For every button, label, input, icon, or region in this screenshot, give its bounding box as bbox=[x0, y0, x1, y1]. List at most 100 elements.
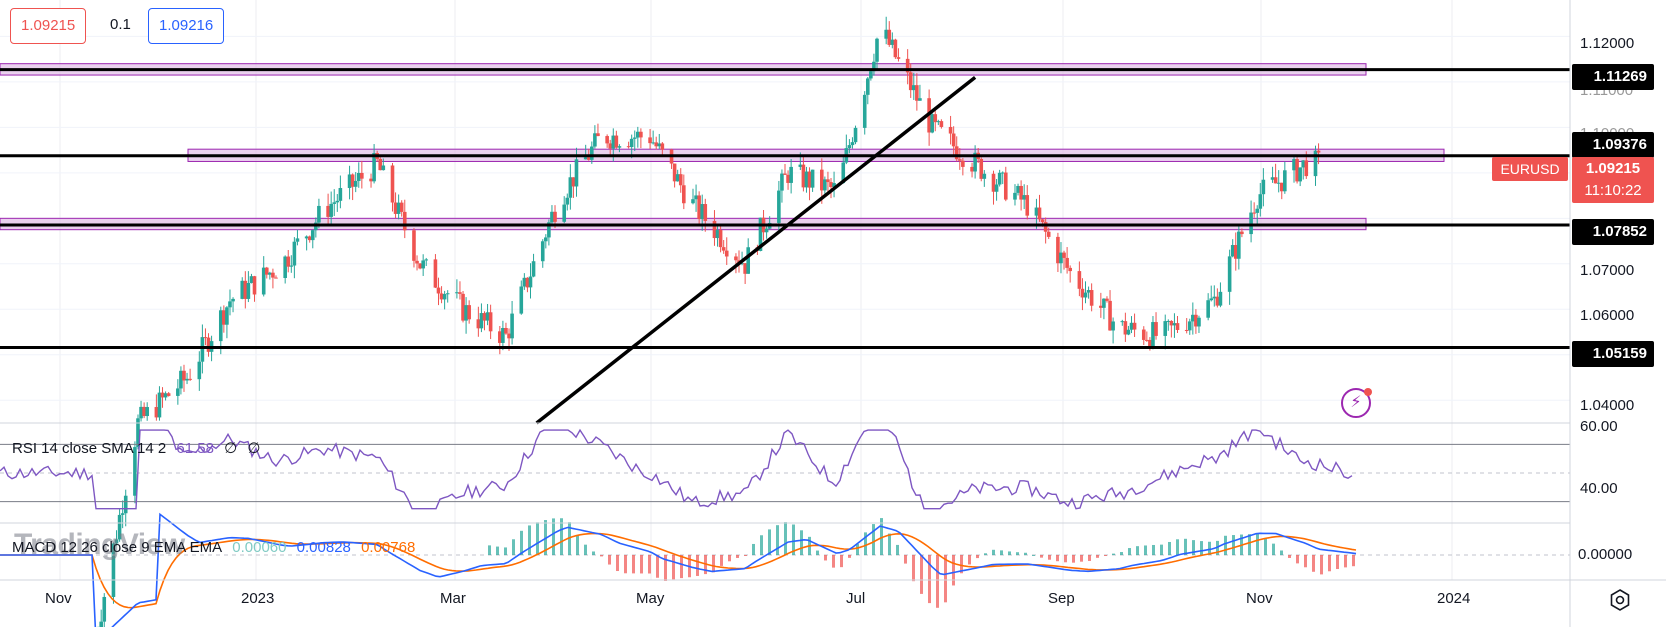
macd-hist-bar-72 bbox=[1064, 555, 1067, 563]
candle-body-275 bbox=[1273, 177, 1278, 184]
candle-body-32 bbox=[228, 301, 232, 308]
candle-body-157 bbox=[764, 228, 769, 233]
candle-body-203 bbox=[961, 160, 965, 167]
bid-box[interactable]: 1.09215 bbox=[10, 8, 87, 44]
ask-box[interactable]: 1.09216 bbox=[148, 8, 225, 44]
candle-body-196 bbox=[933, 114, 938, 123]
candle-body-139 bbox=[691, 199, 695, 204]
macd-hist-bar-67 bbox=[1024, 552, 1027, 555]
candle-body-16 bbox=[160, 392, 165, 398]
candle-body-31 bbox=[225, 307, 229, 325]
macd-hist-bar-48 bbox=[872, 524, 875, 555]
candle-body-53 bbox=[317, 205, 321, 223]
time-label-2023: 2023 bbox=[241, 590, 275, 607]
candle-body-12 bbox=[142, 406, 146, 417]
macd-hist-bar-66 bbox=[1016, 552, 1019, 555]
candle-body-187 bbox=[893, 39, 898, 58]
macd-hist-bar-80 bbox=[1128, 548, 1131, 555]
macd-hist-bar-70 bbox=[1048, 555, 1051, 560]
candle-body-232 bbox=[1086, 290, 1091, 293]
candle-body-259 bbox=[1206, 300, 1210, 318]
candle-body-106 bbox=[547, 222, 551, 238]
candle-body-189 bbox=[905, 58, 910, 73]
time-label-jul: Jul bbox=[846, 590, 866, 607]
candle-body-181 bbox=[869, 71, 873, 79]
candle-body-161 bbox=[783, 173, 787, 175]
candle-body-137 bbox=[678, 174, 683, 186]
candle-body-125 bbox=[629, 138, 634, 148]
candle-body-218 bbox=[1025, 195, 1030, 216]
candle-body-231 bbox=[1083, 292, 1088, 298]
level-tag-1[interactable]: 1.11269 bbox=[1572, 64, 1654, 90]
candle-body-57 bbox=[335, 200, 340, 203]
candle-body-169 bbox=[819, 169, 824, 191]
settings-icon[interactable] bbox=[1608, 588, 1632, 612]
candle-body-77 bbox=[421, 260, 425, 269]
candle-body-239 bbox=[1120, 321, 1125, 323]
candle-body-213 bbox=[1003, 172, 1008, 200]
candle-body-4 bbox=[111, 543, 116, 597]
candle-body-220 bbox=[1037, 207, 1042, 220]
candle-body-107 bbox=[550, 211, 554, 223]
level-tag-3[interactable]: 1.07852 bbox=[1572, 219, 1654, 245]
macd-hist-bar-71 bbox=[1056, 555, 1059, 562]
candle-body-268 bbox=[1240, 231, 1244, 235]
level-tag-4[interactable]: 1.05159 bbox=[1572, 341, 1654, 367]
macd-hist-bar-95 bbox=[1248, 534, 1251, 555]
macd-hist-bar-19 bbox=[640, 555, 643, 574]
candle-body-34 bbox=[240, 280, 245, 299]
symbol-tag[interactable]: EURUSD bbox=[1492, 157, 1568, 181]
candle-body-48 bbox=[295, 238, 300, 242]
candle-body-256 bbox=[1191, 314, 1195, 322]
candle-body-73 bbox=[402, 211, 407, 231]
candle-body-2 bbox=[99, 621, 103, 627]
candle-body-252 bbox=[1172, 323, 1177, 326]
macd-hist-bar-32 bbox=[744, 555, 747, 556]
candle-body-93 bbox=[488, 312, 493, 332]
candle-body-216 bbox=[1019, 185, 1023, 200]
candle-body-10 bbox=[136, 418, 140, 448]
candle-body-246 bbox=[1148, 339, 1152, 347]
macd-hist-bar-24 bbox=[680, 555, 683, 579]
macd-signal-line bbox=[0, 532, 1357, 609]
candle-body-127 bbox=[636, 131, 640, 138]
candle-body-100 bbox=[522, 277, 527, 287]
macd-hist-bar-96 bbox=[1256, 533, 1259, 555]
candle-body-133 bbox=[660, 143, 665, 150]
current-price-tag[interactable]: 1.09215 11:10:22 bbox=[1572, 157, 1654, 203]
candle-body-75 bbox=[415, 260, 419, 264]
level-tag-2[interactable]: 1.09376 bbox=[1572, 132, 1654, 158]
macd-hist-bar-63 bbox=[992, 549, 995, 555]
candle-body-180 bbox=[865, 78, 870, 95]
candle-body-264 bbox=[1227, 256, 1232, 292]
candle-body-249 bbox=[1163, 321, 1168, 336]
candle-body-105 bbox=[544, 237, 548, 242]
time-label-nov: Nov bbox=[45, 590, 72, 607]
candle-body-240 bbox=[1123, 321, 1128, 335]
candle-body-5 bbox=[114, 539, 119, 544]
rsi-legend[interactable]: RSI 14 close SMA 14 2 61.58 ∅ ∅ bbox=[12, 439, 266, 457]
candle-body-173 bbox=[832, 183, 836, 188]
rsi-pane bbox=[0, 428, 1570, 510]
candle-body-140 bbox=[694, 195, 698, 200]
candle-body-19 bbox=[176, 388, 180, 396]
candle-body-138 bbox=[682, 185, 686, 204]
candle-body-230 bbox=[1080, 288, 1085, 298]
macd-hist-bar-49 bbox=[880, 518, 883, 555]
candle-body-113 bbox=[574, 159, 579, 187]
candle-body-179 bbox=[862, 94, 867, 128]
price-label-1.12: 1.12000 bbox=[1580, 35, 1635, 52]
candle-body-164 bbox=[798, 164, 803, 167]
candle-body-271 bbox=[1255, 208, 1260, 213]
lightning-icon[interactable]: ⚡ bbox=[1341, 388, 1371, 418]
macd-hist-bar-35 bbox=[768, 529, 771, 555]
macd-pane bbox=[0, 512, 1570, 627]
macd-hist-bar-42 bbox=[824, 555, 827, 561]
macd-hist-bar-53 bbox=[912, 555, 915, 582]
candle-body-74 bbox=[412, 230, 416, 261]
time-label-sep: Sep bbox=[1048, 590, 1075, 607]
macd-hist-bar-5 bbox=[528, 525, 531, 555]
macd-legend[interactable]: MACD 12 26 close 9 EMA EMA 0.00060 0.008… bbox=[12, 539, 421, 556]
candle-body-285 bbox=[1316, 150, 1321, 153]
